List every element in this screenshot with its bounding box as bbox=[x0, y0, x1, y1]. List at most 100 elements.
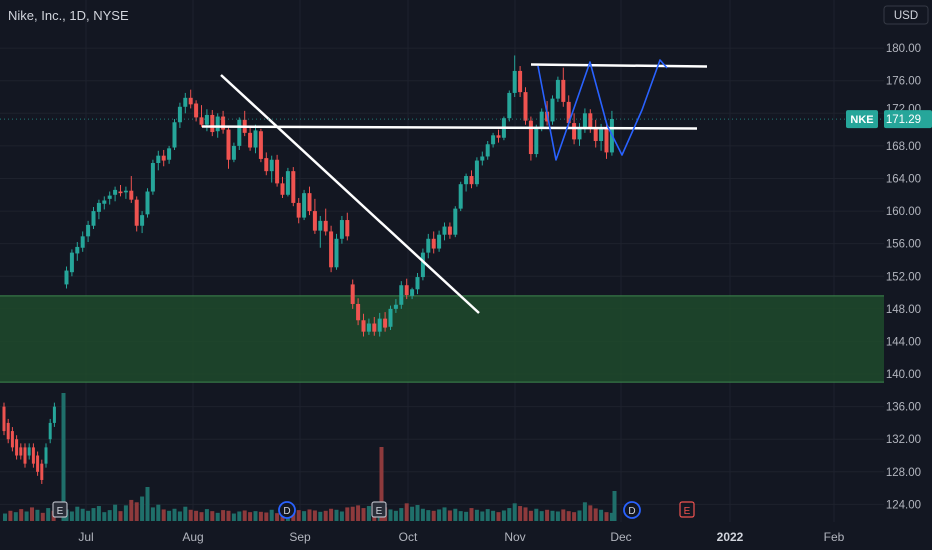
volume-bar bbox=[361, 508, 366, 521]
candle bbox=[199, 105, 204, 128]
volume-bar bbox=[399, 508, 404, 521]
candle-body bbox=[377, 318, 382, 332]
currency-box bbox=[883, 5, 929, 25]
volume-bar bbox=[501, 510, 506, 521]
dividend-marker[interactable]: D bbox=[278, 501, 296, 519]
candle bbox=[312, 198, 317, 234]
candle-body bbox=[31, 447, 35, 464]
volume-bar bbox=[3, 513, 7, 521]
candle-body bbox=[226, 129, 231, 160]
candle-body bbox=[447, 226, 452, 235]
volume-bar bbox=[604, 512, 609, 521]
candle bbox=[296, 198, 301, 224]
candle bbox=[86, 220, 91, 243]
volume-bar bbox=[350, 506, 355, 521]
candle-body bbox=[485, 144, 490, 157]
candle-body bbox=[167, 148, 172, 160]
currency-selector[interactable]: USD bbox=[883, 5, 929, 25]
candle-body bbox=[453, 208, 458, 235]
volume-bar bbox=[496, 512, 501, 521]
candle bbox=[161, 149, 166, 167]
candle bbox=[318, 215, 323, 248]
candle bbox=[442, 222, 447, 241]
dividend-badge-label: D bbox=[628, 506, 635, 517]
volume-bar bbox=[275, 513, 280, 521]
candle bbox=[253, 124, 258, 154]
candle bbox=[123, 186, 128, 199]
candle-body bbox=[91, 211, 96, 226]
candle bbox=[474, 157, 479, 187]
earnings-badge bbox=[371, 501, 387, 518]
candle-body bbox=[410, 289, 415, 296]
y-tick-label: 136.00 bbox=[886, 402, 921, 414]
volume-bar bbox=[550, 510, 555, 521]
candle-body bbox=[280, 183, 285, 195]
candle-body bbox=[561, 79, 566, 102]
earnings-marker[interactable]: E bbox=[52, 501, 68, 518]
candle-body bbox=[302, 193, 307, 218]
earnings-marker[interactable]: E bbox=[679, 501, 695, 518]
projection-path bbox=[537, 59, 668, 161]
candle-body bbox=[52, 406, 56, 423]
candle bbox=[221, 110, 226, 134]
volume-bar bbox=[24, 511, 29, 521]
volume-bar bbox=[194, 510, 199, 521]
volume-bar bbox=[410, 506, 415, 521]
volume-bar bbox=[242, 510, 247, 521]
volume-bar bbox=[248, 512, 253, 521]
candle bbox=[167, 145, 172, 164]
earnings-badge-label: E bbox=[684, 506, 691, 517]
candle bbox=[393, 299, 398, 313]
candle-body bbox=[366, 323, 371, 332]
volume-bar bbox=[393, 510, 398, 521]
candle-body bbox=[102, 200, 107, 204]
candle bbox=[172, 119, 177, 150]
price-tag-value: 171.29 bbox=[886, 114, 921, 126]
volume-bar bbox=[555, 511, 560, 521]
y-tick-label: 180.00 bbox=[886, 43, 921, 55]
volume-bar bbox=[609, 512, 614, 521]
volume-bar bbox=[264, 512, 269, 521]
candle-body bbox=[140, 215, 145, 226]
volume-bar bbox=[46, 508, 51, 521]
candle-body bbox=[248, 132, 253, 148]
candle bbox=[399, 281, 404, 309]
candle-body bbox=[161, 155, 166, 161]
volume-bar bbox=[512, 503, 517, 521]
candle-body bbox=[431, 238, 436, 249]
candle bbox=[512, 55, 517, 98]
candle bbox=[258, 128, 263, 163]
volume-bar bbox=[204, 509, 209, 521]
candle-body bbox=[512, 70, 517, 93]
candle bbox=[194, 100, 199, 122]
volume-spike-bar bbox=[612, 491, 617, 521]
candle bbox=[156, 150, 161, 171]
candle-body bbox=[491, 135, 496, 145]
candle-body bbox=[237, 119, 242, 146]
candle-body bbox=[593, 127, 598, 142]
candle-body bbox=[442, 226, 447, 235]
x-tick-label: Dec bbox=[610, 530, 631, 544]
candle-body bbox=[6, 422, 10, 440]
candle-body bbox=[523, 92, 528, 121]
volume-bar bbox=[210, 511, 215, 521]
candle bbox=[280, 176, 285, 199]
candle-body bbox=[86, 224, 91, 237]
candle bbox=[356, 298, 361, 326]
earnings-marker[interactable]: E bbox=[371, 501, 387, 518]
volume-bar bbox=[30, 507, 34, 521]
volume-bar bbox=[474, 509, 479, 521]
candle bbox=[96, 199, 101, 220]
dividend-marker[interactable]: D bbox=[623, 501, 641, 519]
price-tag: NKE 171.29 bbox=[846, 110, 932, 129]
volume-bar bbox=[80, 508, 85, 521]
candle-body bbox=[199, 117, 204, 125]
candle bbox=[361, 313, 366, 337]
x-tick-label: Oct bbox=[399, 530, 418, 544]
volume-bar bbox=[528, 510, 533, 521]
dividend-badge bbox=[623, 501, 641, 519]
candle-body bbox=[420, 252, 425, 278]
candle bbox=[534, 124, 539, 158]
